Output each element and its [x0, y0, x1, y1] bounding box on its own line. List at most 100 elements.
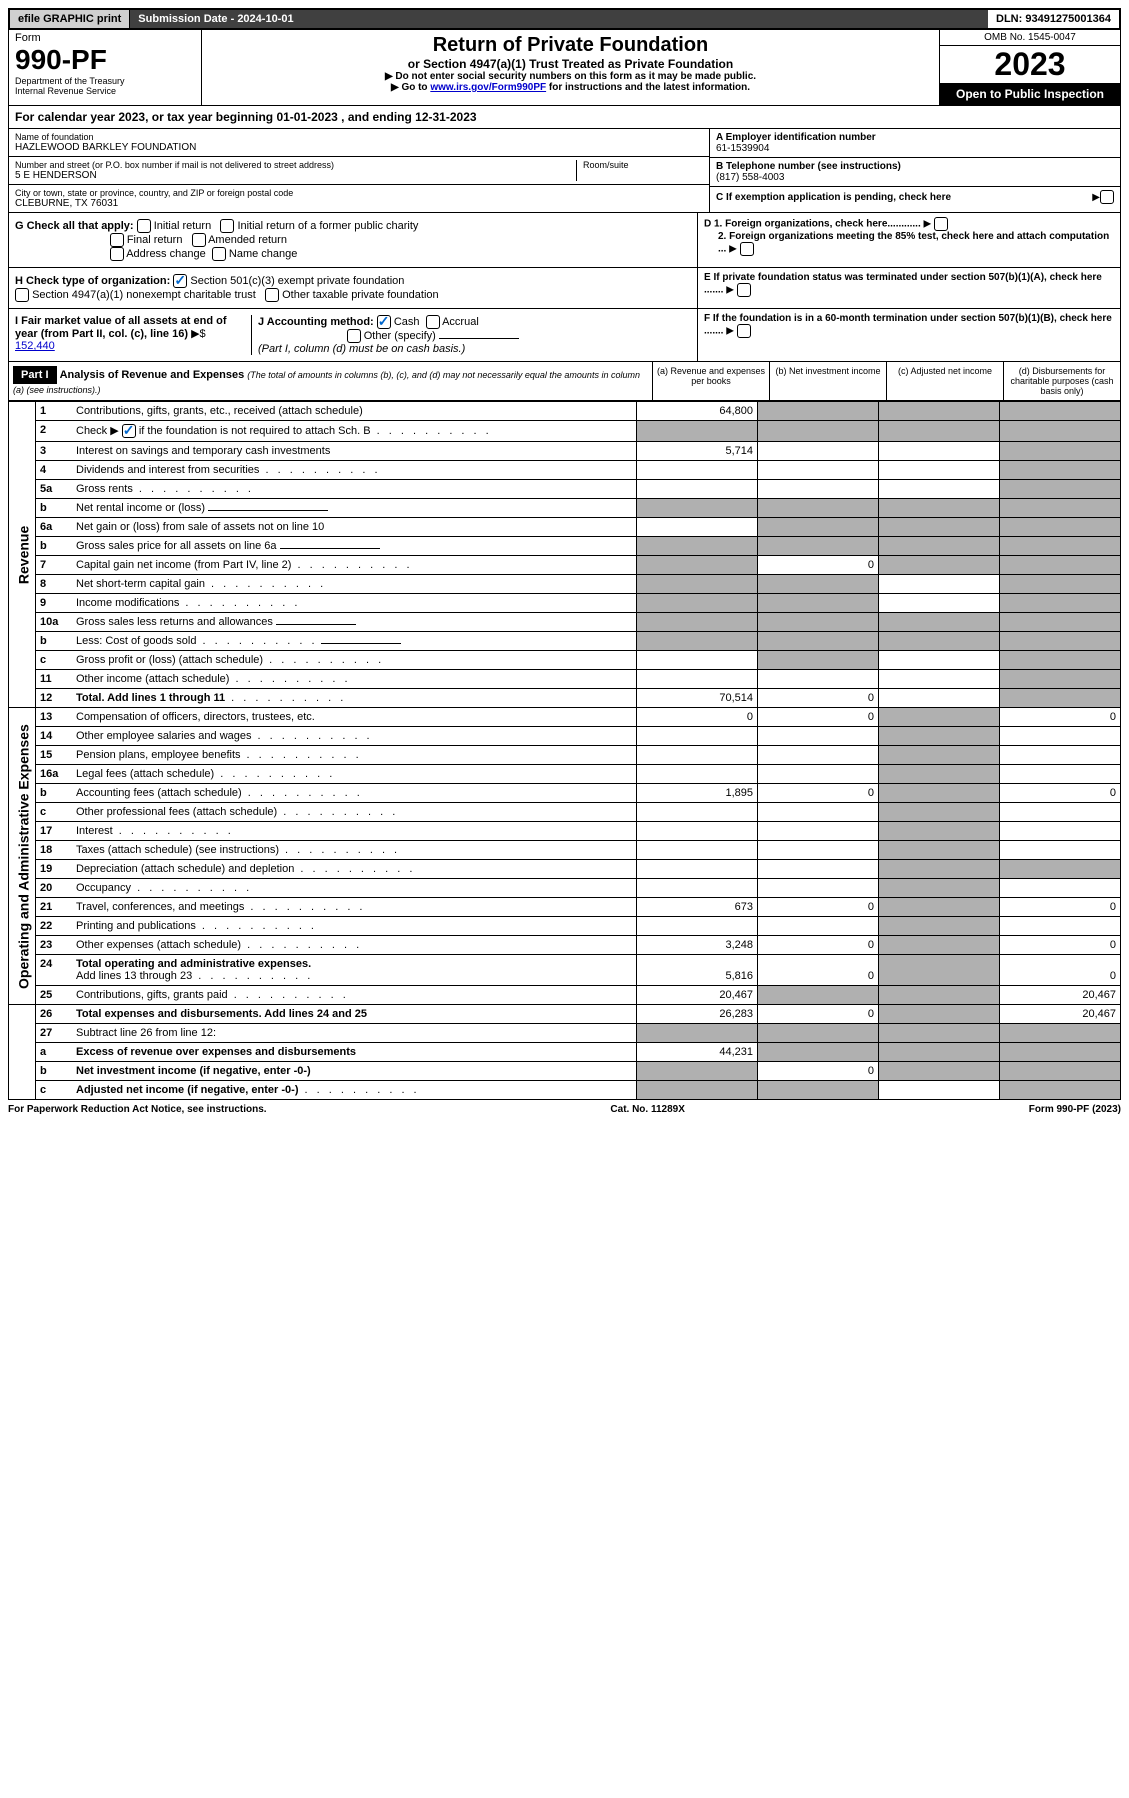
instr-pre: ▶ Go to: [391, 82, 430, 93]
part1-title: Analysis of Revenue and Expenses: [60, 369, 245, 381]
line-5a: Gross rents: [76, 483, 133, 495]
j-accrual-checkbox[interactable]: [426, 315, 440, 329]
col-d-header: (d) Disbursements for charitable purpose…: [1003, 362, 1120, 400]
d1-label: D 1. Foreign organizations, check here..…: [704, 219, 921, 230]
l13-a: 0: [637, 708, 758, 727]
arrow-icon: ▶: [726, 326, 734, 337]
line-2-post: if the foundation is not required to att…: [139, 425, 371, 437]
line-18: Taxes (attach schedule) (see instruction…: [76, 844, 279, 856]
line-22: Printing and publications: [76, 920, 196, 932]
line-17: Interest: [76, 825, 113, 837]
h-opt-501c3: Section 501(c)(3) exempt private foundat…: [190, 275, 404, 287]
j-other-checkbox[interactable]: [347, 329, 361, 343]
line-27: Subtract line 26 from line 12:: [72, 1024, 637, 1043]
foundation-name: HAZLEWOOD BARKLEY FOUNDATION: [15, 142, 703, 153]
g-opt-former: Initial return of a former public charit…: [237, 220, 418, 232]
line-11: Other income (attach schedule): [76, 673, 229, 685]
exemption-checkbox[interactable]: [1100, 190, 1114, 204]
j-label: J Accounting method:: [258, 316, 374, 328]
line-24: Total operating and administrative expen…: [76, 958, 311, 970]
open-public-badge: Open to Public Inspection: [940, 83, 1120, 105]
expenses-sidelabel: Operating and Administrative Expenses: [9, 708, 36, 1005]
j-cash-checkbox[interactable]: [377, 315, 391, 329]
schb-checkbox[interactable]: [122, 424, 136, 438]
g-opt-amended: Amended return: [208, 234, 287, 246]
d2-checkbox[interactable]: [740, 242, 754, 256]
line-13: Compensation of officers, directors, tru…: [72, 708, 637, 727]
line-23: Other expenses (attach schedule): [76, 939, 241, 951]
efile-print-btn[interactable]: efile GRAPHIC print: [10, 10, 130, 28]
l26-b: 0: [758, 1005, 879, 1024]
l24-b: 0: [758, 955, 879, 986]
omb-number: OMB No. 1545-0047: [940, 30, 1120, 46]
addr-label: Number and street (or P.O. box number if…: [15, 160, 576, 170]
l13-b: 0: [758, 708, 879, 727]
line-16a: Legal fees (attach schedule): [76, 768, 214, 780]
h-opt-other: Other taxable private foundation: [282, 289, 439, 301]
l23-b: 0: [758, 936, 879, 955]
form-word: Form: [15, 32, 195, 44]
l23-a: 3,248: [637, 936, 758, 955]
g-label: G Check all that apply:: [15, 220, 134, 232]
fmv-value[interactable]: 152,440: [15, 340, 55, 352]
l24-a: 5,816: [637, 955, 758, 986]
calendar-year-row: For calendar year 2023, or tax year begi…: [8, 106, 1121, 129]
l24-d: 0: [1000, 955, 1121, 986]
j-accrual-label: Accrual: [442, 316, 479, 328]
l25-a: 20,467: [637, 986, 758, 1005]
line-25: Contributions, gifts, grants paid: [76, 989, 228, 1001]
line-7: Capital gain net income (from Part IV, l…: [76, 559, 291, 571]
line-16c: Other professional fees (attach schedule…: [76, 806, 277, 818]
g-opt-name: Name change: [229, 248, 298, 260]
foundation-address: 5 E HENDERSON: [15, 170, 576, 181]
top-bar: efile GRAPHIC print Submission Date - 20…: [8, 8, 1121, 30]
l23-d: 0: [1000, 936, 1121, 955]
l12-b: 0: [758, 689, 879, 708]
g-opt-initial: Initial return: [154, 220, 211, 232]
l27a-a: 44,231: [637, 1043, 758, 1062]
e-checkbox[interactable]: [737, 283, 751, 297]
part1-badge: Part I: [13, 366, 57, 384]
h-label: H Check type of organization:: [15, 275, 170, 287]
line-14: Other employee salaries and wages: [76, 730, 251, 742]
col-a-header: (a) Revenue and expenses per books: [652, 362, 769, 400]
ein-label: A Employer identification number: [716, 132, 1114, 143]
irs-label: Internal Revenue Service: [15, 86, 195, 96]
g-initial-checkbox[interactable]: [137, 219, 151, 233]
l27b-b: 0: [758, 1062, 879, 1081]
h-501c3-checkbox[interactable]: [173, 274, 187, 288]
line-27a: Excess of revenue over expenses and disb…: [76, 1046, 356, 1058]
line-27b: Net investment income (if negative, ente…: [76, 1065, 311, 1077]
instr-ssn: ▶ Do not enter social security numbers o…: [206, 71, 935, 82]
d1-checkbox[interactable]: [934, 217, 948, 231]
line-12: Total. Add lines 1 through 11: [76, 692, 225, 704]
arrow-icon: ▶: [1092, 192, 1100, 203]
h-other-checkbox[interactable]: [265, 288, 279, 302]
l3-a: 5,714: [637, 442, 758, 461]
l16b-a: 1,895: [637, 784, 758, 803]
foundation-city: CLEBURNE, TX 76031: [15, 198, 703, 209]
form-title: Return of Private Foundation: [206, 34, 935, 57]
l25-d: 20,467: [1000, 986, 1121, 1005]
room-label: Room/suite: [583, 160, 703, 170]
form-header: Form 990-PF Department of the Treasury I…: [8, 30, 1121, 106]
line-9: Income modifications: [76, 597, 179, 609]
revenue-sidelabel: Revenue: [9, 402, 36, 708]
line-6a: Net gain or (loss) from sale of assets n…: [72, 518, 637, 537]
line-4: Dividends and interest from securities: [76, 464, 259, 476]
g-opt-address: Address change: [126, 248, 206, 260]
g-final-checkbox[interactable]: [110, 233, 124, 247]
l26-a: 26,283: [637, 1005, 758, 1024]
g-initial-former-checkbox[interactable]: [220, 219, 234, 233]
phone-label: B Telephone number (see instructions): [716, 161, 1114, 172]
f-checkbox[interactable]: [737, 324, 751, 338]
line-15: Pension plans, employee benefits: [76, 749, 241, 761]
g-name-checkbox[interactable]: [212, 247, 226, 261]
arrow-icon: ▶: [191, 328, 199, 340]
g-address-checkbox[interactable]: [110, 247, 124, 261]
arrow-icon: ▶: [729, 244, 737, 255]
h-4947-checkbox[interactable]: [15, 288, 29, 302]
g-amended-checkbox[interactable]: [192, 233, 206, 247]
irs-link[interactable]: www.irs.gov/Form990PF: [430, 82, 546, 93]
col-b-header: (b) Net investment income: [769, 362, 886, 400]
